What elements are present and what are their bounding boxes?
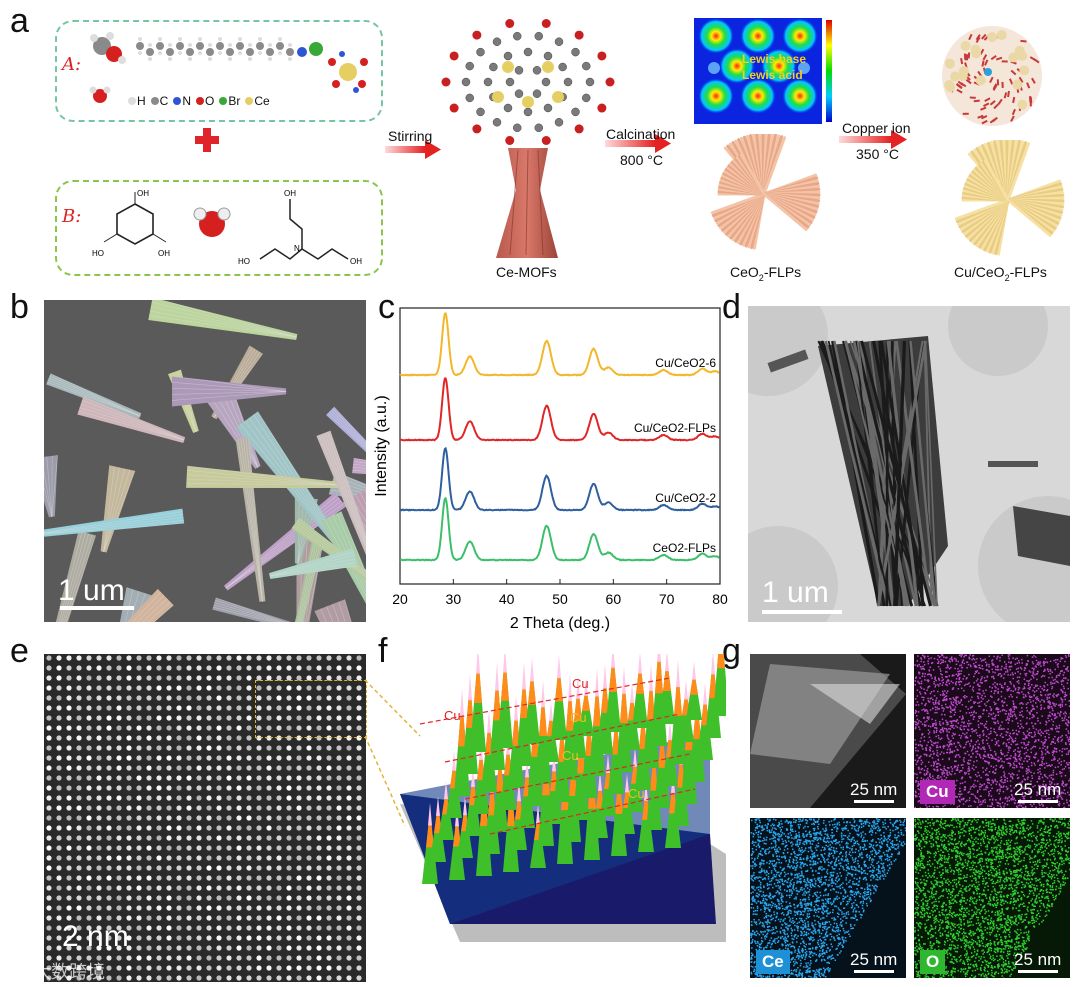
xrd-chart: 20 30 40 50 60 70 80 2 Theta (deg.) Intensity (a… bbox=[373, 307, 728, 632]
panel-label-g: g bbox=[722, 632, 741, 670]
cu-label-5: Cu bbox=[628, 786, 645, 801]
eds-haadf-scale: 25 nm bbox=[850, 780, 898, 799]
precursor-box-b bbox=[55, 180, 383, 276]
tem-scale-label: 1 um bbox=[762, 576, 829, 609]
watermark-icon: ♾ bbox=[12, 962, 29, 982]
xrd-series-label: Cu/CeO2-FLPs bbox=[634, 421, 716, 435]
svg-text:OH: OH bbox=[284, 189, 296, 198]
svg-text:HO: HO bbox=[92, 249, 104, 258]
xrd-series-label: Cu/CeO2-2 bbox=[655, 491, 716, 505]
step-calcination-label: Calcination bbox=[606, 126, 676, 142]
xrd-tick-label: 60 bbox=[606, 591, 622, 607]
eds-cu-label: Cu bbox=[920, 780, 955, 804]
step-copper-temp: 350 °C bbox=[856, 146, 899, 162]
molecules-a bbox=[89, 32, 368, 103]
cu-label-3: Cu bbox=[570, 710, 587, 725]
xrd-tick-label: 70 bbox=[659, 591, 675, 607]
eds-o-tile: O 25 nm bbox=[914, 818, 1070, 978]
eds-o-bar bbox=[1018, 970, 1058, 973]
zoom-lines bbox=[365, 679, 421, 827]
cu-label-4: Cu bbox=[562, 748, 579, 763]
legend-n: N bbox=[173, 94, 191, 108]
panel-label-b: b bbox=[10, 288, 29, 326]
svg-text:HO: HO bbox=[238, 257, 250, 266]
ceo2-flps-particle bbox=[710, 134, 821, 250]
svg-text:OH: OH bbox=[158, 249, 170, 258]
xrd-tick-label: 20 bbox=[392, 591, 408, 607]
sem-scale-label: 1 um bbox=[58, 574, 125, 607]
xrd-series-line bbox=[399, 446, 720, 512]
eds-haadf-tile: 25 nm bbox=[750, 654, 906, 808]
step-copper-label: Copper ion bbox=[842, 120, 911, 136]
svg-text:OH: OH bbox=[137, 189, 149, 198]
box-b-label: B: bbox=[62, 206, 82, 227]
xrd-tick-label: 40 bbox=[499, 591, 515, 607]
hrtem-image bbox=[44, 654, 366, 982]
cu-ceo2-lattice-sphere bbox=[942, 26, 1042, 126]
surface-plot bbox=[400, 654, 726, 942]
xrd-series-label: CeO2-FLPs bbox=[653, 541, 716, 555]
xrd-tick-label: 80 bbox=[712, 591, 728, 607]
colorbar bbox=[826, 20, 832, 122]
svg-text:OH: OH bbox=[350, 257, 362, 266]
eds-o-label: O bbox=[920, 950, 946, 974]
eds-ce-label: Ce bbox=[756, 950, 790, 974]
ce-mof-structure bbox=[441, 19, 615, 145]
lewis-map bbox=[694, 18, 822, 124]
eds-ce-tile: Ce 25 nm bbox=[750, 818, 906, 978]
xrd-series-line bbox=[399, 312, 720, 377]
eds-cu-scale: 25 nm bbox=[1014, 780, 1062, 799]
hrtem-scale-label: 2 nm bbox=[62, 920, 129, 953]
xrd-xlabel: 2 Theta (deg.) bbox=[510, 615, 610, 632]
box-a-label: A: bbox=[62, 54, 82, 75]
zoom-region-box bbox=[255, 680, 367, 738]
svg-text:N: N bbox=[294, 244, 300, 253]
sem-image bbox=[44, 300, 366, 622]
eds-ce-bar bbox=[854, 970, 894, 973]
panel-label-d: d bbox=[722, 288, 741, 326]
xrd-tick-label: 50 bbox=[552, 591, 568, 607]
legend-ce: Ce bbox=[245, 94, 270, 108]
panel-label-e: e bbox=[10, 632, 29, 670]
eds-haadf-bar bbox=[854, 800, 894, 803]
tem-image bbox=[748, 306, 1070, 622]
cu-label-2: Cu bbox=[572, 676, 589, 691]
product-ce-mofs: Ce-MOFs bbox=[496, 264, 557, 280]
product-cu-ceo2-flps: Cu/CeO2-FLPs bbox=[954, 264, 1047, 283]
eds-cu-bar bbox=[1018, 800, 1058, 803]
tem-scale-bar bbox=[762, 610, 842, 614]
sem-scale-bar bbox=[60, 606, 134, 610]
product-ceo2-flps: CeO2-FLPs bbox=[730, 264, 802, 283]
legend-br: Br bbox=[219, 94, 240, 108]
legend-c: C bbox=[150, 94, 168, 108]
step-calcination-temp: 800 °C bbox=[620, 152, 663, 168]
plus-icon-vertical bbox=[203, 128, 211, 152]
xrd-ylabel: Intensity (a.u.) bbox=[373, 395, 390, 496]
legend-o: O bbox=[196, 94, 214, 108]
xrd-series-label: Cu/CeO2-6 bbox=[655, 356, 716, 370]
precursor-box-a bbox=[55, 20, 383, 122]
ce-mof-particle bbox=[496, 148, 558, 258]
lewis-base-label: Lewis base bbox=[742, 52, 807, 66]
lewis-acid-label: Lewis acid bbox=[742, 68, 803, 82]
watermark: ♾ 大数跨境 bbox=[12, 958, 105, 984]
panel-label-f: f bbox=[378, 632, 388, 670]
atom-legend: H C N O Br Ce bbox=[128, 94, 270, 108]
cu-ceo2-flps-particle bbox=[954, 140, 1065, 256]
eds-ce-scale: 25 nm bbox=[850, 950, 898, 969]
eds-cu-tile: Cu 25 nm bbox=[914, 654, 1070, 808]
watermark-text: 大数跨境 bbox=[33, 962, 106, 982]
eds-o-scale: 25 nm bbox=[1014, 950, 1062, 969]
panel-label-c: c bbox=[378, 288, 395, 326]
cu-label-1: Cu bbox=[444, 708, 461, 723]
xrd-series-line bbox=[399, 377, 720, 442]
xrd-series-line bbox=[399, 496, 720, 562]
xrd-tick-label: 30 bbox=[446, 591, 462, 607]
step-stirring-label: Stirring bbox=[388, 128, 433, 144]
molecules-b: OH HO OH N OH HO OH bbox=[92, 189, 362, 266]
panel-label-a: a bbox=[10, 2, 29, 40]
process-arrows bbox=[385, 130, 907, 159]
legend-h: H bbox=[128, 94, 146, 108]
